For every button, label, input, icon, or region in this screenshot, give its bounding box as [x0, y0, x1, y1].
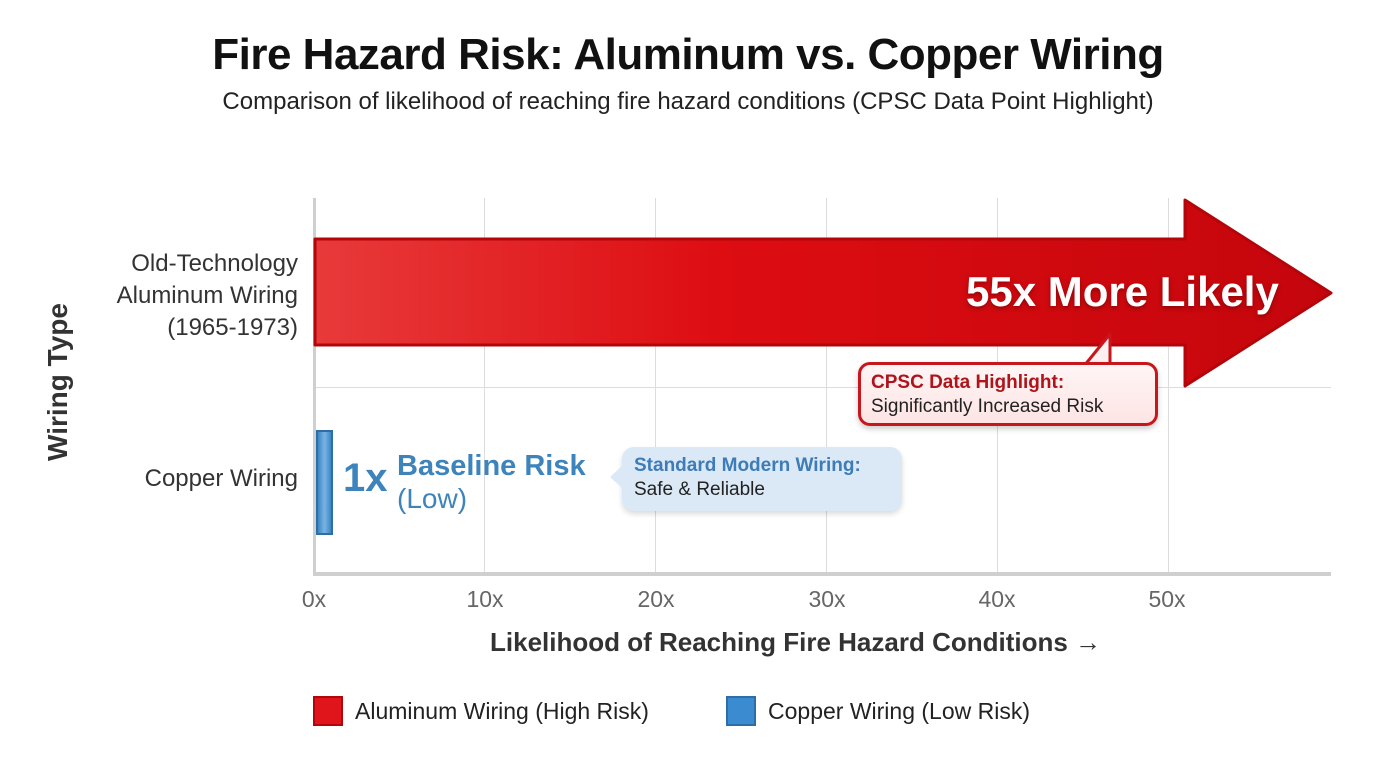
copper-callout: Standard Modern Wiring: Safe & Reliable — [610, 447, 902, 511]
copper-value-label: 1x — [343, 456, 388, 500]
aluminum-value-label: 55x More Likely — [966, 268, 1279, 315]
legend-item-copper: Copper Wiring (Low Risk) — [726, 696, 1030, 726]
x-tick-label: 10x — [466, 586, 504, 612]
x-tick-label: 0x — [301, 586, 327, 612]
aluminum-callout: CPSC Data Highlight: Significantly Incre… — [858, 362, 1158, 426]
aluminum-callout-body: Significantly Increased Risk — [871, 396, 1104, 417]
legend-item-aluminum: Aluminum Wiring (High Risk) — [313, 696, 649, 726]
copper-bar — [316, 430, 333, 535]
y-axis-line — [313, 198, 316, 576]
gridline-category-divider — [313, 387, 1331, 388]
copper-callout-body: Safe & Reliable — [634, 479, 765, 500]
x-tick-label: 40x — [978, 586, 1016, 612]
x-axis-label: Likelihood of Reaching Fire Hazard Condi… — [490, 627, 1102, 657]
copper-callout-heading: Standard Modern Wiring: — [634, 455, 861, 476]
category-label-aluminum: Old-Technology Aluminum Wiring (1965-197… — [117, 248, 298, 344]
legend-swatch-red — [313, 696, 343, 726]
x-tick-label: 50x — [1148, 586, 1186, 612]
category-label-line: (1965-1973) — [167, 314, 298, 341]
category-label-copper: Copper Wiring — [144, 465, 298, 492]
copper-risk-sub: (Low) — [397, 483, 468, 514]
category-label-line: Old-Technology — [131, 250, 298, 277]
callout-tail-blue — [610, 465, 623, 489]
x-tick-label: 20x — [637, 586, 675, 612]
legend-label: Copper Wiring (Low Risk) — [768, 697, 1031, 724]
legend-label: Aluminum Wiring (High Risk) — [355, 697, 649, 724]
chart-subtitle: Comparison of likelihood of reaching fir… — [222, 88, 1154, 115]
aluminum-callout-heading: CPSC Data Highlight: — [871, 372, 1065, 393]
chart-title: Fire Hazard Risk: Aluminum vs. Copper Wi… — [212, 30, 1164, 79]
y-axis-label: Wiring Type — [42, 303, 73, 461]
aluminum-arrow-bar — [313, 198, 1333, 388]
legend-swatch-blue — [726, 696, 756, 726]
x-tick-label: 30x — [808, 586, 846, 612]
x-axis-line — [313, 572, 1331, 576]
copper-risk-heading: Baseline Risk — [397, 450, 586, 482]
category-label-line: Aluminum Wiring — [116, 282, 298, 309]
